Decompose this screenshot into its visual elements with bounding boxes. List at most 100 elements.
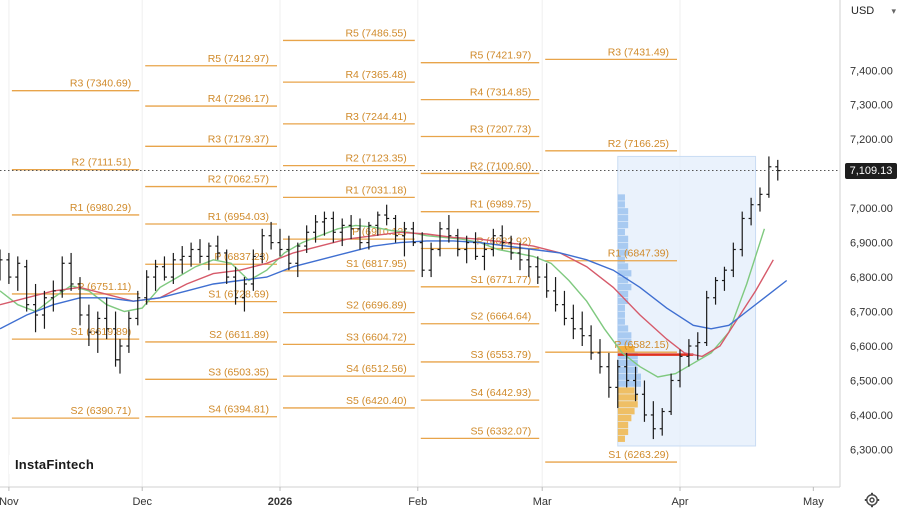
brand-logo: InstaFintech — [9, 455, 100, 474]
ohlc-bar — [455, 228, 461, 257]
volume-profile-bin — [617, 380, 641, 387]
volume-profile-bin — [617, 215, 629, 222]
ohlc-bar — [144, 270, 150, 305]
volume-profile-bin — [617, 332, 632, 339]
highlight-rect — [617, 155, 757, 447]
volume-profile-bin — [617, 277, 629, 284]
ohlc-bar — [50, 280, 56, 312]
ohlc-bar — [206, 242, 212, 271]
ohlc-bar — [188, 242, 194, 267]
volume-profile-bin — [617, 242, 629, 249]
ohlc-bar — [104, 297, 110, 340]
pivot-label: P (6910.12) — [352, 226, 407, 238]
pivot-label: R2 (7123.35) — [345, 153, 406, 165]
volume-profile-bin — [617, 256, 625, 263]
price-tick-label: 6,600.00 — [850, 341, 893, 353]
ohlc-bar — [606, 352, 612, 398]
volume-profile-bin — [617, 228, 625, 236]
pivot-label: R4 (7314.85) — [470, 87, 531, 99]
ohlc-bar — [41, 290, 47, 329]
ohlc-bar — [339, 218, 345, 247]
ohlc-bar — [695, 332, 701, 360]
ohlc-bar — [241, 277, 247, 312]
ohlc-bar — [233, 266, 239, 305]
volume-profile-bin — [617, 283, 632, 291]
pivot-label: R2 (7111.51) — [71, 157, 131, 169]
ohlc-bar — [588, 325, 594, 360]
ohlc-bar — [739, 211, 745, 257]
pivot-label: R5 (7412.97) — [208, 53, 269, 65]
volume-profile-bin — [617, 318, 625, 325]
time-tick-label: 2026 — [268, 496, 292, 508]
time-axis: Nov Dec 2026 Feb Mar Apr May — [0, 486, 840, 508]
pivot-label: P (6837.23) — [214, 251, 269, 263]
volume-profile-bin — [617, 366, 638, 373]
pivot-label: S3 (6553.79) — [471, 349, 532, 361]
ohlc-bar — [24, 259, 30, 312]
ohlc-bar — [410, 221, 416, 247]
ohlc-bar — [95, 311, 101, 353]
ohlc-bar — [721, 266, 727, 291]
volume-profile-bin — [617, 346, 635, 353]
ohlc-bar — [304, 225, 310, 253]
ohlc-bar — [597, 339, 603, 374]
price-tick-label: 6,400.00 — [850, 410, 893, 422]
volume-profile-bin — [617, 235, 629, 243]
pivot-label: R1 (6847.39) — [608, 248, 669, 260]
volume-profile-bin — [617, 325, 629, 332]
pivot-label: R1 (6954.03) — [208, 211, 269, 223]
volume-profile-bin — [617, 221, 629, 229]
ohlc-bar — [713, 277, 719, 305]
ohlc-bar — [544, 263, 550, 298]
moving-average-fast — [0, 224, 766, 378]
time-tick-label: May — [803, 496, 824, 508]
pivot-label: S1 (6263.29) — [608, 449, 669, 461]
ohlc-bar — [153, 259, 159, 291]
volume-profile-bin — [617, 263, 629, 270]
ohlc-bar — [197, 239, 203, 264]
ohlc-bar — [668, 373, 674, 415]
ohlc-bar — [357, 218, 363, 250]
ohlc-bar — [579, 311, 585, 347]
ohlc-bar — [641, 380, 647, 422]
currency-selector[interactable]: USD ▾ — [843, 0, 900, 22]
ohlc-bar — [59, 256, 65, 298]
ohlc-bar — [277, 228, 283, 257]
pivot-label: S1 (6817.95) — [346, 258, 407, 270]
volume-profile-bin — [617, 290, 629, 298]
ohlc-bar — [561, 290, 567, 326]
ohlc-bar — [126, 311, 132, 353]
gear-icon[interactable] — [864, 492, 880, 508]
ohlc-bar — [686, 339, 692, 367]
price-tick-label: 7,200.00 — [850, 134, 893, 146]
volume-profile-bin — [617, 373, 641, 380]
ohlc-bar — [428, 242, 434, 278]
ohlc-bar — [490, 228, 496, 257]
pivot-label: S2 (6390.71) — [71, 405, 132, 417]
ohlc-bar — [677, 349, 683, 388]
pivot-label: R1 (6980.29) — [70, 202, 131, 214]
ohlc-bars — [0, 156, 781, 440]
pivot-label: S3 (6604.72) — [346, 331, 407, 343]
pivot-label: S1 (6728.69) — [208, 289, 269, 301]
ohlc-bar — [650, 401, 656, 440]
ohlc-bar — [170, 252, 176, 284]
ohlc-bar — [508, 235, 514, 260]
ohlc-bar — [775, 159, 781, 181]
ohlc-bar — [437, 221, 443, 257]
ohlc-bar — [570, 304, 576, 340]
ohlc-bar — [15, 256, 21, 291]
volume-profile-bin — [617, 414, 632, 422]
price-tick-label: 7,400.00 — [850, 65, 893, 77]
ohlc-bar — [321, 211, 327, 236]
volume-profile-bin — [617, 408, 635, 415]
ohlc-bar — [757, 187, 763, 212]
ohlc-bar — [375, 211, 381, 236]
ohlc-bar — [77, 277, 83, 326]
volume-profile-bin — [617, 270, 632, 277]
current-price-tag: 7,109.13 — [845, 162, 897, 179]
ohlc-bar — [68, 252, 74, 291]
ohlc-bar — [615, 359, 621, 409]
ohlc-bar — [348, 215, 354, 240]
